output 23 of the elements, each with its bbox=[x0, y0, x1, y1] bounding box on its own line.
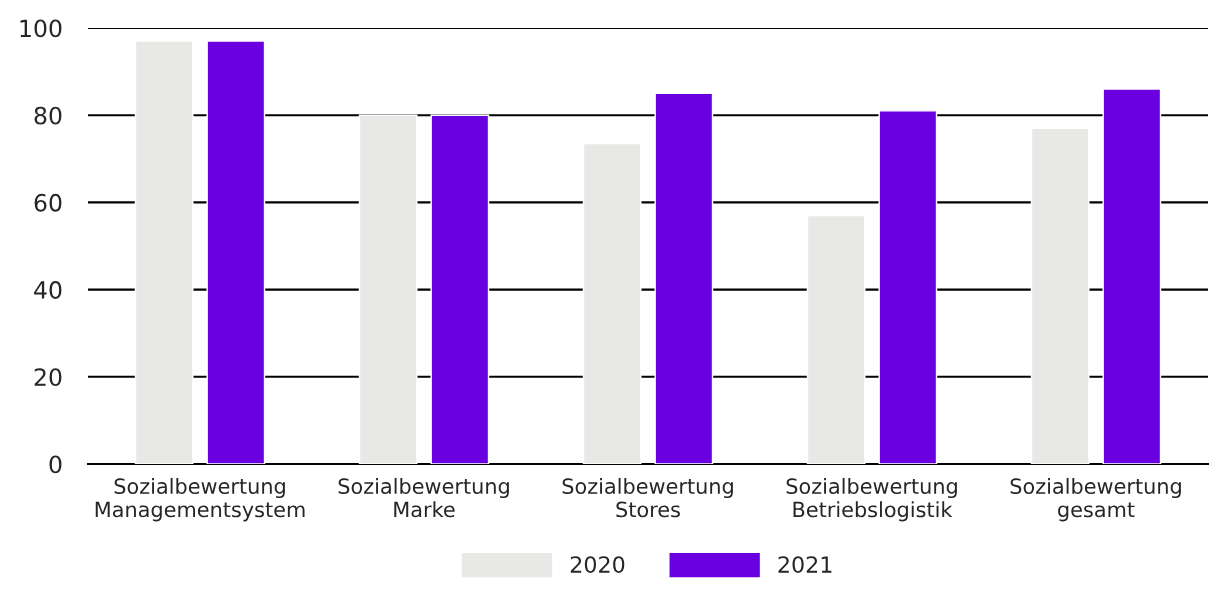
bar bbox=[1030, 127, 1090, 464]
legend-label: 2021 bbox=[778, 556, 832, 573]
x-tick-label: Sozialbewertung Betriebslogistik bbox=[786, 477, 957, 522]
y-tick-label: 40 bbox=[34, 281, 62, 299]
legend-label: 2020 bbox=[570, 556, 625, 573]
x-tick-label: Sozialbewertung Managementsystem bbox=[95, 477, 305, 522]
y-tick-label: 60 bbox=[34, 193, 62, 212]
y-tick-label: 20 bbox=[34, 368, 62, 387]
bar bbox=[654, 92, 714, 464]
x-tick-label: Sozialbewertung Stores bbox=[562, 477, 733, 518]
bar bbox=[206, 40, 266, 464]
x-tick-label: Sozialbewertung Marke bbox=[338, 477, 509, 518]
y-tick-label: 0 bbox=[49, 455, 62, 474]
bar bbox=[430, 114, 490, 464]
bar bbox=[878, 110, 938, 464]
y-tick-label: 100 bbox=[20, 19, 62, 38]
x-tick-label: Sozialbewertung gesamt bbox=[1010, 477, 1181, 522]
bar bbox=[134, 40, 194, 464]
bar bbox=[582, 142, 642, 464]
bar bbox=[358, 114, 418, 464]
bar bbox=[1102, 88, 1162, 464]
bar bbox=[806, 214, 866, 464]
y-tick-label: 80 bbox=[34, 106, 62, 125]
